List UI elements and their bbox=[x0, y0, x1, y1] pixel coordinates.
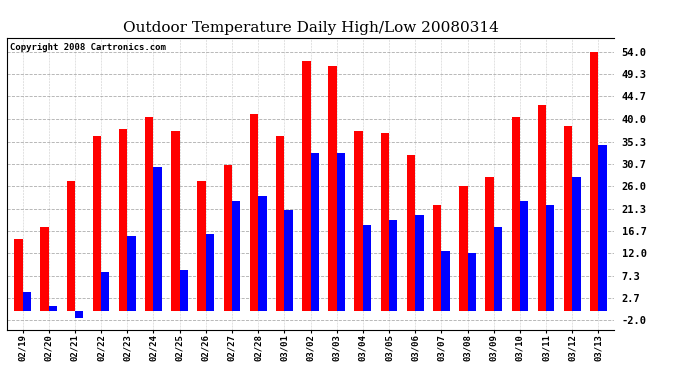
Bar bbox=[171, 131, 179, 311]
Bar bbox=[433, 206, 442, 311]
Bar bbox=[407, 155, 415, 311]
Bar bbox=[206, 234, 214, 311]
Bar bbox=[101, 273, 110, 311]
Bar bbox=[302, 62, 311, 311]
Bar bbox=[197, 182, 206, 311]
Bar bbox=[66, 182, 75, 311]
Bar bbox=[119, 129, 127, 311]
Bar bbox=[328, 66, 337, 311]
Bar bbox=[511, 117, 520, 311]
Bar bbox=[49, 306, 57, 311]
Bar bbox=[179, 270, 188, 311]
Bar bbox=[258, 196, 266, 311]
Bar bbox=[389, 220, 397, 311]
Bar bbox=[572, 177, 580, 311]
Bar bbox=[564, 126, 572, 311]
Bar bbox=[355, 131, 363, 311]
Bar bbox=[224, 165, 232, 311]
Bar bbox=[41, 227, 49, 311]
Bar bbox=[459, 186, 468, 311]
Bar bbox=[538, 105, 546, 311]
Bar bbox=[546, 206, 555, 311]
Bar bbox=[468, 253, 476, 311]
Bar bbox=[14, 239, 23, 311]
Bar bbox=[494, 227, 502, 311]
Bar bbox=[310, 153, 319, 311]
Bar bbox=[442, 251, 450, 311]
Bar bbox=[145, 117, 153, 311]
Bar bbox=[75, 311, 83, 318]
Bar bbox=[284, 210, 293, 311]
Bar bbox=[363, 225, 371, 311]
Bar bbox=[23, 292, 31, 311]
Title: Outdoor Temperature Daily High/Low 20080314: Outdoor Temperature Daily High/Low 20080… bbox=[123, 21, 498, 35]
Bar bbox=[153, 167, 162, 311]
Bar bbox=[520, 201, 529, 311]
Bar bbox=[485, 177, 494, 311]
Bar bbox=[276, 136, 284, 311]
Text: Copyright 2008 Cartronics.com: Copyright 2008 Cartronics.com bbox=[10, 44, 166, 52]
Bar bbox=[127, 237, 136, 311]
Bar bbox=[250, 114, 258, 311]
Bar bbox=[598, 146, 607, 311]
Bar bbox=[381, 134, 389, 311]
Bar bbox=[337, 153, 345, 311]
Bar bbox=[232, 201, 240, 311]
Bar bbox=[590, 52, 598, 311]
Bar bbox=[415, 215, 424, 311]
Bar bbox=[92, 136, 101, 311]
